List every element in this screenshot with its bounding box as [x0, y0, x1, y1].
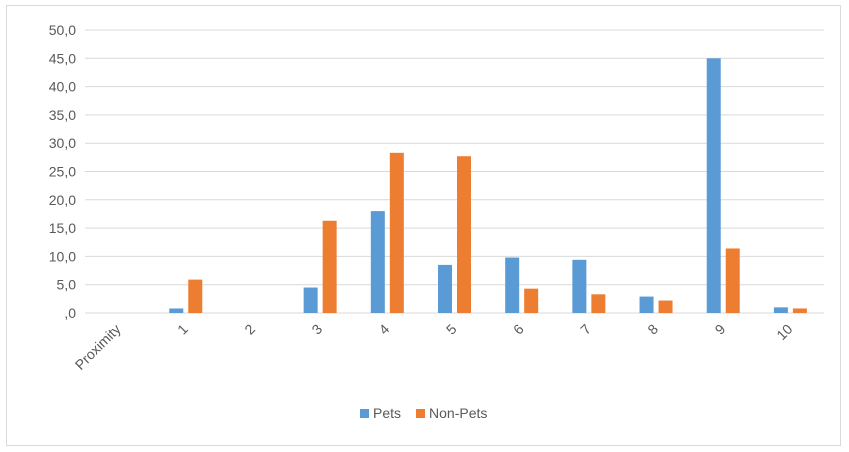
y-tick-label: 30,0 [49, 135, 76, 151]
legend-swatch-non-pets [416, 409, 426, 418]
legend-item-pets[interactable]: Pets [360, 405, 401, 421]
bar-pets-4 [370, 211, 385, 313]
legend-label-pets: Pets [373, 405, 401, 421]
bar-non-pets-6 [524, 288, 539, 313]
x-axis-tick-labels: Proximity 1 2 3 4 5 6 7 8 9 10 [72, 321, 796, 373]
y-tick-label: 40,0 [49, 79, 76, 95]
bar-pets-10 [773, 307, 788, 313]
y-tick-label: ,0 [64, 305, 76, 321]
x-tick-label: 4 [376, 321, 393, 338]
y-tick-label: 50,0 [49, 22, 76, 38]
y-tick-label: 35,0 [49, 107, 76, 123]
bar-pets-8 [639, 296, 654, 313]
bar-pets-6 [505, 257, 520, 313]
x-tick-label: 10 [773, 321, 795, 343]
bar-pets-3 [303, 287, 318, 313]
bar-non-pets-10 [792, 308, 807, 313]
bar-non-pets-4 [389, 152, 404, 313]
bar-non-pets-9 [725, 248, 740, 313]
y-tick-label: 10,0 [49, 248, 76, 264]
legend-item-non-pets[interactable]: Non-Pets [416, 405, 487, 421]
y-tick-label: 20,0 [49, 192, 76, 208]
bar-pets-5 [438, 264, 452, 313]
x-tick-label: 7 [577, 321, 594, 338]
x-tick-label: 9 [712, 321, 729, 338]
gridlines [85, 29, 824, 314]
y-tick-label: 5,0 [57, 277, 77, 293]
bar-non-pets-1 [188, 279, 203, 313]
x-tick-label: Proximity [72, 321, 124, 373]
bar-pets-1 [169, 308, 184, 313]
bars [169, 58, 807, 313]
x-tick-label: 5 [443, 321, 460, 338]
y-tick-label: 45,0 [49, 50, 76, 66]
y-tick-label: 25,0 [49, 164, 76, 180]
x-tick-label: 3 [308, 321, 325, 338]
x-tick-label: 2 [241, 321, 258, 338]
x-tick-label: 1 [174, 321, 191, 338]
legend-swatch-pets [360, 409, 369, 418]
bar-pets-7 [572, 259, 587, 313]
legend[interactable]: Pets Non-Pets [360, 405, 487, 421]
bar-non-pets-5 [457, 156, 471, 313]
x-tick-label: 8 [644, 321, 661, 338]
y-axis-tick-labels: ,0 5,0 10,0 15,0 20,0 25,0 30,0 35,0 40,0 45,0 50,… [49, 22, 76, 321]
y-tick-label: 15,0 [49, 220, 76, 236]
bar-non-pets-3 [322, 220, 337, 313]
chart-frame [6, 5, 841, 446]
bar-pets-9 [706, 58, 721, 313]
bar-non-pets-8 [658, 300, 673, 313]
bar-non-pets-7 [591, 294, 606, 313]
legend-label-non-pets: Non-Pets [429, 405, 487, 421]
x-tick-label: 6 [510, 321, 527, 338]
